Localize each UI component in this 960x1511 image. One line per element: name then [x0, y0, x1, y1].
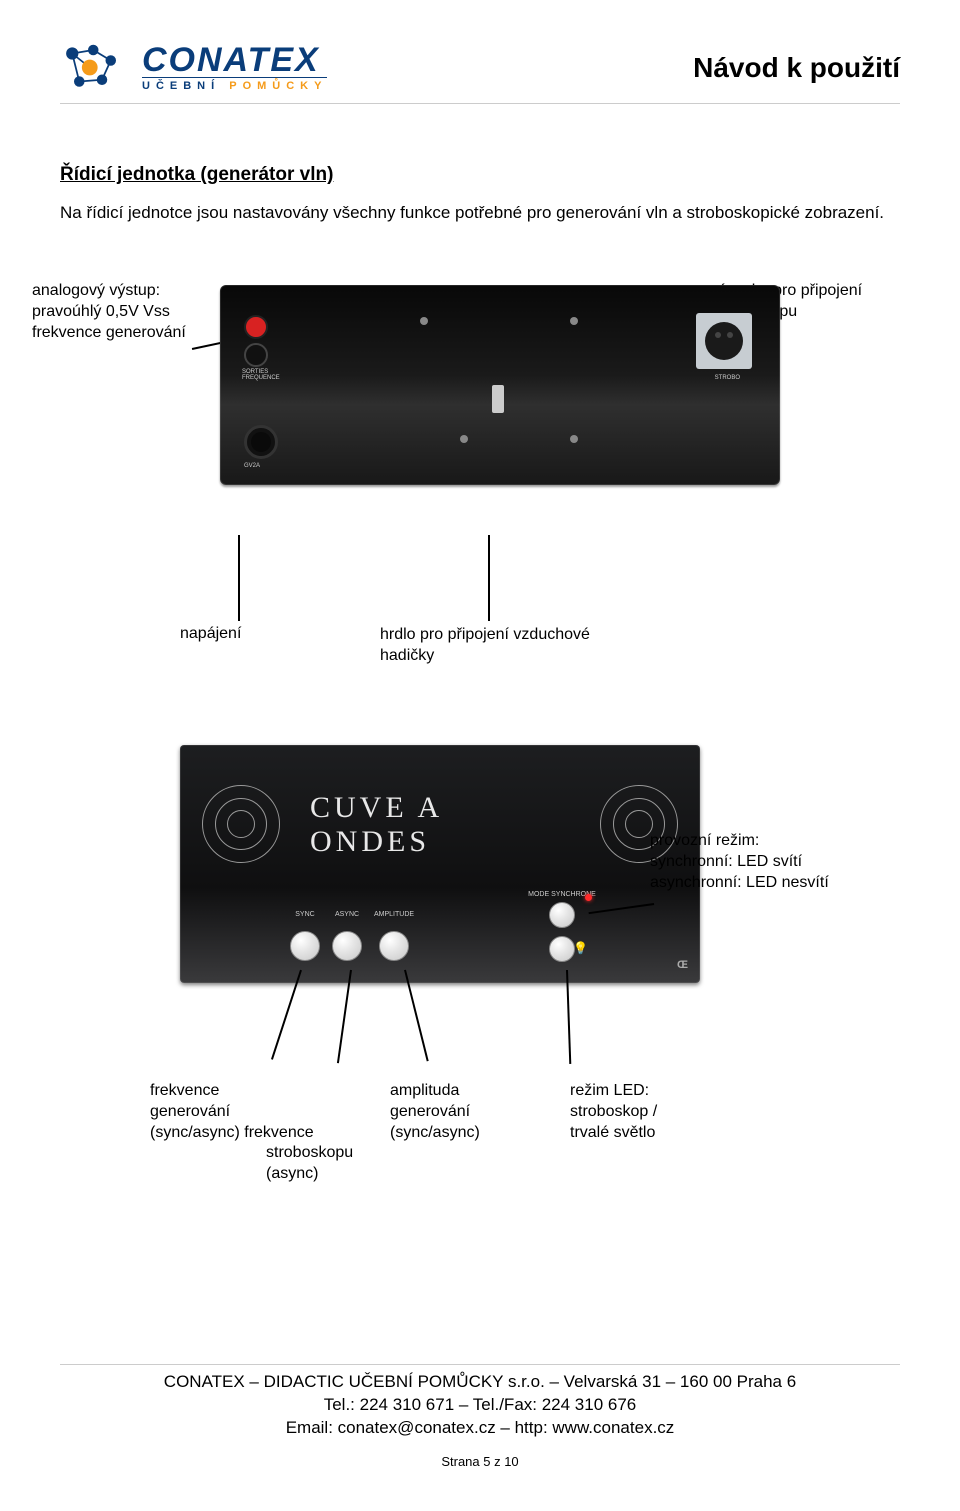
lbl-amp-l3: (sync/async) [390, 1124, 480, 1141]
mode-box: MODE SYNCHRONE [524, 891, 600, 961]
leader-line [488, 535, 490, 621]
footer-rule [60, 1364, 900, 1365]
screw-icon [420, 317, 428, 325]
screw-icon [570, 317, 578, 325]
front-panel-under-labels: frekvence generování (sync/async) frekve… [60, 1065, 900, 1245]
footer-line-1: CONATEX – DIDACTIC UČEBNÍ POMŮCKY s.r.o.… [60, 1371, 900, 1394]
label-frequency: frekvence generování (sync/async) frekve… [150, 1081, 360, 1185]
label-operating-mode: provozní režim: synchronní: LED svítí as… [650, 831, 870, 893]
leader-line [404, 970, 428, 1062]
air-nozzle-icon [492, 385, 504, 413]
knob-async: ASYNC [332, 911, 362, 961]
jack-caption: SORTIES FREQUENCE [242, 369, 304, 381]
knob-icon [549, 902, 575, 928]
ce-mark: Œ [677, 959, 688, 971]
rear-panel-figure: analogový výstup: pravoúhlý 0,5V Vss fre… [60, 265, 900, 545]
page-number: Strana 5 z 10 [60, 1453, 900, 1471]
lbl-amp-l2: generování [390, 1103, 470, 1120]
label-air-l2: hadičky [380, 647, 434, 664]
device-brand-text: CUVE A ONDES [310, 791, 570, 859]
label-mode-l2: synchronní: LED svítí [650, 853, 802, 870]
power-jack-icon [244, 425, 278, 459]
knob-amplitude: AMPLITUDE [374, 911, 414, 961]
screw-icon [460, 435, 468, 443]
knob-label: AMPLITUDE [374, 911, 414, 929]
rear-panel-under-labels: napájení hrdlo pro připojení vzduchové h… [60, 555, 900, 725]
logo-block: CONATEX UČEBNÍ POMŮCKY [60, 40, 327, 95]
strobo-caption: STROBO [715, 375, 740, 381]
lbl-amp-l1: amplituda [390, 1082, 459, 1099]
pwr-caption: GV2A [244, 463, 260, 469]
logo-subtitle: UČEBNÍ POMŮCKY [142, 77, 327, 92]
knob-icon [549, 936, 575, 962]
logo-sub-post: POMŮCKY [229, 80, 327, 92]
red-jack-icon [244, 315, 268, 339]
analog-jack-group: SORTIES FREQUENCE [244, 315, 304, 375]
lbl-freq-l4: stroboskopu [150, 1143, 353, 1164]
device-front-panel: CUVE A ONDES SYNC ASYNC AMPLITUDE MODE S… [180, 745, 700, 983]
lbl-led-l3: trvalé světlo [570, 1124, 655, 1141]
device-rear-panel: SORTIES FREQUENCE GV2A STROBO [220, 285, 780, 485]
screw-icon [570, 435, 578, 443]
section-body: Na řídicí jednotce jsou nastavovány všec… [60, 202, 900, 225]
leader-line [238, 535, 240, 621]
logo-icon [60, 40, 130, 95]
lbl-led-l1: režim LED: [570, 1082, 649, 1099]
target-pattern-icon [202, 785, 280, 863]
knob-sync: SYNC [290, 911, 320, 961]
label-analog-l1: analogový výstup: [32, 282, 160, 299]
page-footer: CONATEX – DIDACTIC UČEBNÍ POMŮCKY s.r.o.… [60, 1364, 900, 1471]
knob-label: SYNC [295, 911, 314, 929]
black-jack-icon [244, 343, 268, 367]
label-mode-l1: provozní režim: [650, 832, 759, 849]
front-panel-figure: CUVE A ONDES SYNC ASYNC AMPLITUDE MODE S… [60, 745, 900, 1055]
lbl-freq-l2: generování [150, 1103, 230, 1120]
section-title: Řídicí jednotka (generátor vln) [60, 164, 900, 186]
lbl-freq-l1: frekvence [150, 1082, 219, 1099]
logo-sub-pre: UČEBNÍ [142, 80, 229, 92]
knob-label: ASYNC [335, 911, 359, 929]
label-analog-output: analogový výstup: pravoúhlý 0,5V Vss fre… [32, 281, 212, 343]
lbl-freq-l5: (async) [150, 1164, 318, 1185]
knob-row: SYNC ASYNC AMPLITUDE [290, 911, 414, 961]
label-mode-l3: asynchronní: LED nesvítí [650, 874, 829, 891]
label-analog-l2: pravoúhlý 0,5V Vss [32, 303, 170, 320]
lbl-led-l2: stroboskop / [570, 1103, 657, 1120]
knob-icon [379, 931, 409, 961]
logo-name: CONATEX [142, 43, 327, 77]
label-amplitude: amplituda generování (sync/async) [390, 1081, 540, 1143]
label-air-hose: hrdlo pro připojení vzduchové hadičky [380, 625, 610, 667]
leader-line [271, 970, 301, 1060]
label-power: napájení [180, 625, 241, 643]
label-led-mode: režim LED: stroboskop / trvalé světlo [570, 1081, 740, 1143]
label-analog-l3: frekvence generování [32, 324, 186, 341]
page: CONATEX UČEBNÍ POMŮCKY Návod k použití Ř… [0, 0, 960, 1511]
page-header: CONATEX UČEBNÍ POMŮCKY Návod k použití [60, 40, 900, 104]
red-led-icon [585, 894, 592, 901]
knob-icon [290, 931, 320, 961]
footer-line-2: Tel.: 224 310 671 – Tel./Fax: 224 310 67… [60, 1394, 900, 1417]
leader-line [337, 970, 352, 1063]
doc-title: Návod k použití [693, 52, 900, 84]
knob-icon [332, 931, 362, 961]
logo-text-wrap: CONATEX UČEBNÍ POMŮCKY [142, 43, 327, 92]
lightbulb-icon: 💡 [573, 941, 588, 955]
xlr-socket-icon [696, 313, 752, 369]
label-air-l1: hrdlo pro připojení vzduchové [380, 626, 590, 643]
leader-line [566, 970, 571, 1064]
footer-line-3: Email: conatex@conatex.cz – http: www.co… [60, 1417, 900, 1440]
lbl-freq-l3: (sync/async) frekvence [150, 1124, 314, 1141]
